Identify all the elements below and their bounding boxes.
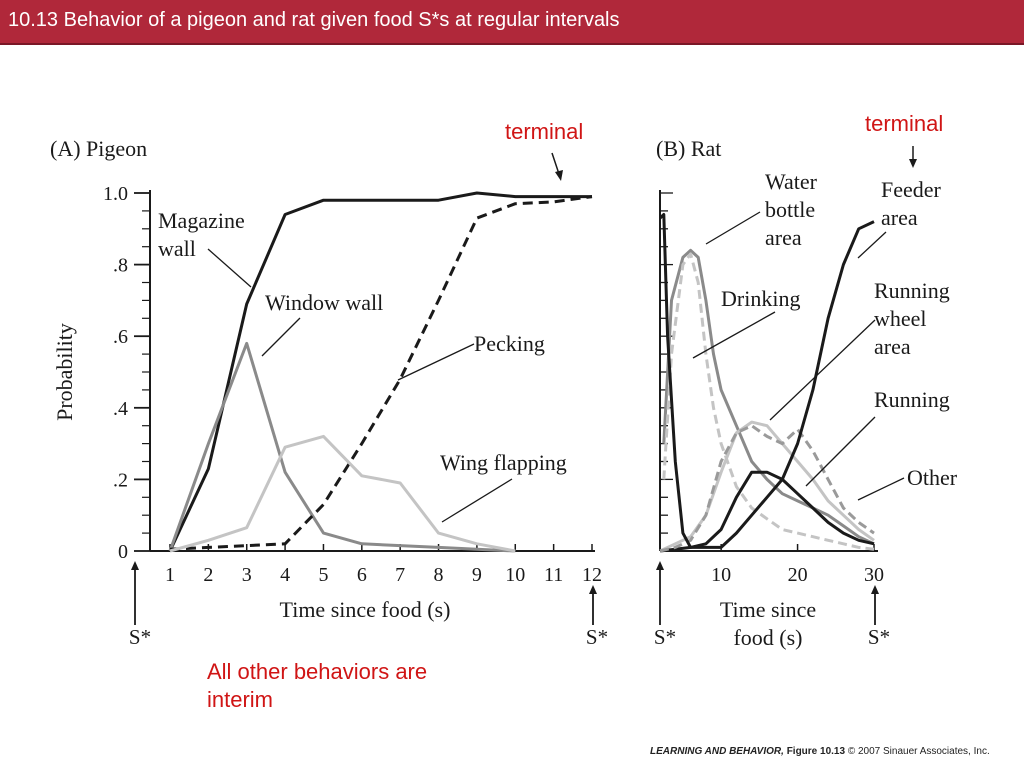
panel-a-series-label-wing-flapping: Wing flapping <box>440 450 567 475</box>
panel-b-series-label-feeder-area-2: area <box>881 205 918 230</box>
panel-a-food-label-end: S* <box>586 625 608 649</box>
panel-a-y-axis-label: Probability <box>52 323 77 421</box>
title-bar: 10.13 Behavior of a pigeon and rat given… <box>0 0 1024 45</box>
panel-b-terminal-arrow-head <box>909 159 917 168</box>
panel-a-food-arrow-end-head <box>589 585 597 594</box>
panel-b-x-axis-label-2: food (s) <box>733 625 802 650</box>
panel-a-x-tick-label: 9 <box>472 564 482 586</box>
panel-b-series-label-feeder-area: Feeder <box>881 177 942 202</box>
terminal-label-a: terminal <box>505 119 584 144</box>
panel-a-x-axis-label: Time since food (s) <box>280 597 451 622</box>
panel-b-food-arrow-start-head <box>656 561 664 570</box>
panel-b-leader-running-wheel-area <box>769 319 876 421</box>
panel-a-line-pecking <box>169 195 593 551</box>
panel-b-line-water-bottle-area <box>662 248 875 546</box>
panel-a-y-tick-label: 0 <box>118 541 128 563</box>
panel-b-x-tick-label: 10 <box>711 564 731 586</box>
panel-b-x-axis-label-1: Time since <box>720 597 816 622</box>
panel-a-line-magazine-wall <box>168 191 592 552</box>
panel-a-label: (A) Pigeon <box>50 136 147 161</box>
panel-b-leader-running <box>805 416 876 487</box>
panel-b-series-label-running: Running <box>874 387 950 412</box>
panel-b-series-label-drinking: Drinking <box>721 286 800 311</box>
panel-b-series-label-water-bottle-area-3: area <box>765 225 802 250</box>
panel-a-x-tick-label: 2 <box>203 564 213 586</box>
panel-b-series-label-running-wheel-area: Running <box>874 278 950 303</box>
panel-a-y-tick-label: .4 <box>113 398 128 420</box>
panel-a-x-tick-label: 10 <box>505 564 525 586</box>
panel-b-leader-feeder-area <box>857 231 887 259</box>
panel-a-leader-pecking <box>397 343 475 381</box>
slide-title: 10.13 Behavior of a pigeon and rat given… <box>8 9 620 31</box>
panel-b-x-tick-label: 30 <box>864 564 884 586</box>
panel-a-x-tick-label: 1 <box>165 564 175 586</box>
panel-b-leader-drinking <box>692 311 776 359</box>
panel-b-series-label-water-bottle-area: Water <box>765 169 818 194</box>
panel-b-x-tick-label: 20 <box>788 564 808 586</box>
panel-a-terminal-arrow-head <box>555 170 563 181</box>
panel-a-x-tick-label: 4 <box>280 564 290 586</box>
credit-book: LEARNING AND BEHAVIOR, <box>650 746 784 757</box>
panel-b-series-label-water-bottle-area-2: bottle <box>765 197 815 222</box>
panel-a-x-tick-label: 8 <box>434 564 444 586</box>
panel-a-leader-window-wall <box>261 317 301 357</box>
panel-a-y-tick-label: .2 <box>113 469 128 491</box>
panel-a-y-tick-label: 1.0 <box>103 183 128 205</box>
panel-a-y-tick-label: .8 <box>113 255 128 277</box>
panel-a-x-tick-label: 3 <box>242 564 252 586</box>
interim-note-line2: interim <box>207 687 274 712</box>
panel-a-x-tick-label: 6 <box>357 564 367 586</box>
panel-b-series-label-running-wheel-area-3: area <box>874 334 911 359</box>
credit-figure: Figure 10.13 <box>786 746 846 757</box>
panel-b-food-label-start: S* <box>654 625 676 649</box>
panel-a-line-window-wall <box>168 341 516 553</box>
panel-b-leader-other <box>857 477 905 501</box>
panel-a-food-arrow-start-head <box>131 561 139 570</box>
panel-a-series-label-magazine-wall-2: wall <box>158 236 196 261</box>
panel-b-food-label-end: S* <box>868 625 890 649</box>
panel-b-line-drinking <box>662 252 875 551</box>
panel-a-line-wing-flapping <box>169 434 516 553</box>
interim-note-line1: All other behaviors are <box>207 659 428 684</box>
panel-a-leader-wing-flapping <box>441 478 513 523</box>
panel-a-x-tick-label: 12 <box>582 564 602 586</box>
panel-a-food-label-start: S* <box>129 625 151 649</box>
panel-a-series-label-pecking: Pecking <box>474 331 545 356</box>
panel-b-label: (B) Rat <box>656 136 721 161</box>
panel-b-line-feeder-area <box>658 213 875 549</box>
figure-credit: LEARNING AND BEHAVIOR, Figure 10.13 © 20… <box>650 746 990 757</box>
panel-b-food-arrow-end-head <box>871 585 879 594</box>
panel-a-y-tick-label: .6 <box>113 326 128 348</box>
terminal-label-b: terminal <box>865 111 944 136</box>
panel-a-leader-magazine-wall <box>207 248 252 288</box>
credit-copyright: © 2007 Sinauer Associates, Inc. <box>847 746 990 757</box>
panel-b-series-label-other: Other <box>907 465 958 490</box>
panel-a-x-tick-label: 11 <box>544 564 563 586</box>
panel-a-series-label-window-wall: Window wall <box>265 290 383 315</box>
panel-b-leader-water-bottle-area <box>705 211 761 245</box>
panel-b-line-other <box>659 424 875 553</box>
panel-a-x-tick-label: 7 <box>395 564 405 586</box>
panel-a-x-tick-label: 5 <box>318 564 328 586</box>
panel-a-series-label-magazine-wall: Magazine <box>158 208 245 233</box>
panel-b-series-label-running-wheel-area-2: wheel <box>874 306 927 331</box>
